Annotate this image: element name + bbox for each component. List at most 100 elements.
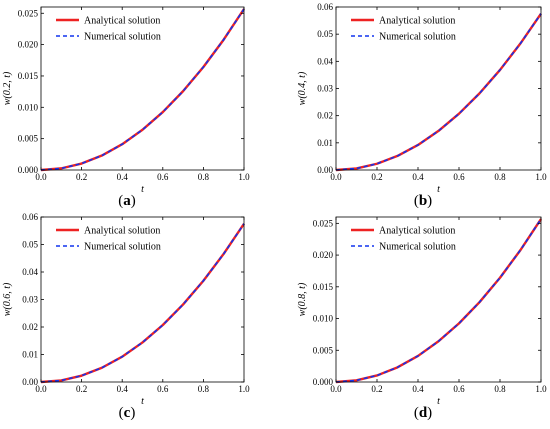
y-tick-label: 0.015: [18, 71, 39, 81]
numerical-solution-line: [40, 8, 245, 171]
panel-letter: b: [419, 193, 427, 209]
x-tick-label: 0.0: [35, 384, 47, 394]
panel-paren: (: [119, 405, 124, 421]
analytical-solution-line: [335, 12, 542, 172]
x-tick-label: 0.8: [198, 172, 210, 182]
x-tick-label: 0.6: [157, 384, 169, 394]
x-tick-label: 0.6: [453, 384, 465, 394]
y-tick-label: 0.01: [317, 138, 333, 148]
panel-letter: a: [123, 193, 131, 209]
y-tick-label: 0.020: [313, 250, 334, 260]
panel-label: (c): [119, 405, 136, 421]
y-tick-label: 0.03: [22, 295, 38, 305]
y-tick-label: 0.015: [313, 282, 334, 292]
panel-letter: c: [124, 405, 131, 421]
x-tick-label: 1.0: [535, 172, 547, 182]
y-tick-label: 0.000: [18, 165, 39, 175]
numerical-solution-line: [335, 218, 542, 383]
legend-entry-label: Numerical solution: [84, 242, 161, 253]
legend: Analytical solution Numerical solution: [351, 226, 456, 253]
y-tick-label: 0.02: [22, 322, 38, 332]
y-tick-label: 0.04: [22, 267, 38, 277]
panel-paren: ): [130, 405, 135, 421]
y-tick-label: 0.01: [22, 350, 38, 360]
panel-paren: (: [414, 193, 419, 209]
y-tick-label: 0.06: [22, 212, 38, 222]
legend: Analytical solution Numerical solution: [56, 226, 161, 253]
x-tick-label: 0.6: [453, 172, 465, 182]
x-tick-label: 0.8: [494, 172, 506, 182]
panel-label: (d): [414, 405, 432, 421]
x-tick-label: 0.2: [76, 172, 87, 182]
y-axis-label: w(0.8, t): [297, 282, 308, 316]
chart-panel-d: 0.0 0.2 0.4 0.6 0.8 1.0 0.000 0.005 0.010 0.015 0.…: [297, 216, 547, 421]
legend-entry-label: Analytical solution: [84, 226, 160, 237]
x-tick-label: 0.8: [494, 384, 506, 394]
x-tick-label: 0.4: [412, 172, 424, 182]
series-group: [40, 223, 245, 384]
legend-entry-label: Analytical solution: [379, 226, 455, 237]
chart-panel-c: 0.0 0.2 0.4 0.6 0.8 1.0 0.00 0.01 0.02 0.03 0.04 0.…: [2, 212, 250, 421]
x-tick-label: 0.6: [157, 172, 169, 182]
y-tick-label: 0.03: [317, 84, 333, 94]
y-tick-label: 0.020: [18, 40, 39, 50]
panel-paren: ): [427, 405, 432, 421]
x-tick-label: 0.2: [76, 384, 87, 394]
x-tick-label: 0.4: [412, 384, 424, 394]
x-tick-label: 0.8: [198, 384, 210, 394]
legend-entry-label: Numerical solution: [379, 242, 456, 253]
x-tick-label: 0.0: [35, 172, 47, 182]
panel-label: (a): [118, 193, 136, 209]
x-tick-label: 0.2: [371, 384, 382, 394]
series-group: [335, 218, 543, 384]
y-tick-label: 0.05: [317, 29, 333, 39]
y-tick-label: 0.04: [317, 56, 333, 66]
legend-entry-label: Analytical solution: [84, 16, 160, 27]
y-tick-label: 0.005: [18, 134, 39, 144]
y-tick-label: 0.05: [22, 240, 38, 250]
y-axis-label: w(0.2, t): [2, 71, 13, 105]
panel-label: (b): [414, 193, 432, 209]
panel-letter: d: [419, 405, 428, 421]
legend: Analytical solution Numerical solution: [351, 16, 456, 43]
x-tick-label: 1.0: [535, 384, 547, 394]
x-tick-label: 0.0: [330, 384, 342, 394]
x-tick-label: 1.0: [238, 172, 250, 182]
y-tick-label: 0.005: [313, 345, 334, 355]
y-tick-label: 0.00: [22, 377, 38, 387]
y-tick-label: 0.06: [317, 2, 333, 12]
y-tick-label: 0.025: [313, 218, 334, 228]
x-tick-label: 0.2: [371, 172, 382, 182]
plot-frame: [335, 216, 542, 383]
y-tick-label: 0.025: [18, 8, 39, 18]
y-tick-label: 0.000: [313, 377, 334, 387]
panel-paren: ): [131, 193, 136, 209]
y-axis-label: w(0.6, t): [2, 282, 13, 316]
panel-paren: (: [414, 405, 419, 421]
x-axis-label: t: [437, 184, 440, 195]
legend: Analytical solution Numerical solution: [56, 16, 161, 43]
y-tick-label: 0.00: [317, 165, 333, 175]
panel-paren: (: [118, 193, 123, 209]
x-axis-label: t: [141, 396, 144, 407]
chart-panel-b: 0.0 0.2 0.4 0.6 0.8 1.0 0.00 0.01 0.02 0.03 0.04 0.…: [297, 2, 547, 209]
legend-entry-label: Numerical solution: [379, 32, 456, 43]
y-tick-label: 0.02: [317, 111, 333, 121]
y-tick-label: 0.010: [18, 102, 39, 112]
chart-panel-a: 0.0 0.2 0.4 0.6 0.8 1.0 0.000 0.005 0.010 0.015 0.…: [2, 6, 250, 209]
x-tick-label: 0.4: [117, 172, 129, 182]
x-tick-label: 0.4: [117, 384, 129, 394]
x-axis-label: t: [141, 184, 144, 195]
x-tick-label: 1.0: [238, 384, 250, 394]
legend-entry-label: Numerical solution: [84, 32, 161, 43]
plot-frame: [40, 6, 245, 171]
series-group: [40, 8, 245, 172]
y-axis-label: w(0.4, t): [297, 71, 308, 105]
panel-paren: ): [427, 193, 432, 209]
analytical-solution-line: [40, 223, 245, 384]
x-axis-label: t: [437, 396, 440, 407]
series-group: [335, 12, 542, 172]
y-tick-label: 0.010: [313, 314, 334, 324]
legend-entry-label: Analytical solution: [379, 16, 455, 27]
